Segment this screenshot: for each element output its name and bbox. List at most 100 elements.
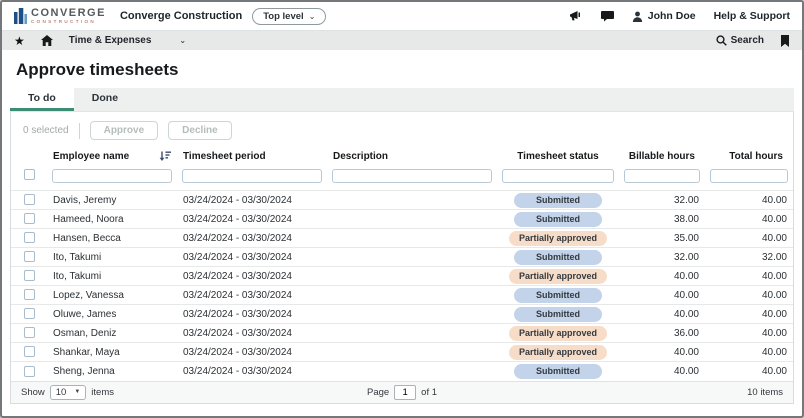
table-row[interactable]: Osman, Deniz 03/24/2024 - 03/30/2024 Par…: [11, 323, 793, 343]
selected-count: 0 selected: [23, 125, 69, 136]
tab-to-do[interactable]: To do: [10, 88, 74, 111]
column-description[interactable]: Description: [333, 151, 389, 162]
search-icon: [716, 35, 727, 46]
table-row[interactable]: Lopez, Vanessa 03/24/2024 - 03/30/2024 S…: [11, 285, 793, 305]
search-button[interactable]: Search: [716, 35, 764, 46]
total-hours-cell: 40.00: [761, 289, 787, 301]
action-bar: 0 selected Approve Decline: [11, 112, 793, 147]
status-badge: Partially approved: [508, 344, 608, 360]
column-billable-hours[interactable]: Billable hours: [628, 151, 695, 162]
status-badge: Submitted: [514, 287, 602, 303]
page-title: Approve timesheets: [16, 60, 179, 79]
filter-description-input[interactable]: [332, 169, 492, 183]
top-right-actions: John Doe Help & Support: [569, 10, 790, 22]
row-checkbox[interactable]: [23, 365, 35, 377]
home-icon: [40, 35, 53, 46]
scope-selector[interactable]: Top level ⌄: [252, 7, 327, 25]
messages-button[interactable]: [600, 10, 614, 22]
person-icon: [632, 11, 643, 22]
employee-name-cell: Sheng, Jenna: [53, 365, 115, 377]
home-button[interactable]: [40, 35, 53, 46]
page-number-input[interactable]: [394, 384, 417, 400]
timesheet-period-cell: 03/24/2024 - 03/30/2024: [183, 327, 292, 339]
column-total-hours[interactable]: Total hours: [729, 151, 783, 162]
table-row[interactable]: Hansen, Becca 03/24/2024 - 03/30/2024 Pa…: [11, 228, 793, 248]
timesheet-table: Employee name: [11, 147, 793, 381]
total-items-label: 10 items: [747, 386, 784, 398]
select-all-checkbox[interactable]: [23, 169, 35, 181]
decline-button[interactable]: Decline: [168, 121, 232, 140]
filter-total-hours-input[interactable]: [710, 169, 788, 183]
column-timesheet-status[interactable]: Timesheet status: [517, 151, 599, 162]
favorites-button[interactable]: ★: [14, 35, 25, 47]
building-logo-icon: [14, 8, 27, 24]
column-employee-name[interactable]: Employee name: [47, 147, 177, 164]
row-checkbox[interactable]: [23, 194, 35, 206]
billable-hours-cell: 36.00: [673, 327, 699, 339]
user-menu[interactable]: John Doe: [632, 10, 696, 22]
approve-button[interactable]: Approve: [89, 121, 159, 140]
total-hours-cell: 32.00: [761, 251, 787, 263]
filter-employee-name-input[interactable]: [52, 169, 172, 183]
row-checkbox[interactable]: [23, 308, 35, 320]
billable-hours-cell: 32.00: [673, 194, 699, 206]
brand-logo[interactable]: CONVERGE CONSTRUCTION: [14, 7, 106, 25]
description-cell: [327, 267, 497, 286]
nav-right: Search: [716, 34, 790, 47]
row-checkbox[interactable]: [23, 213, 35, 225]
table-row[interactable]: Davis, Jeremy 03/24/2024 - 03/30/2024 Su…: [11, 190, 793, 210]
chevron-down-icon: ⌄: [179, 36, 187, 45]
star-icon: ★: [14, 33, 25, 48]
filter-row: [11, 164, 793, 191]
company-name: Converge Construction: [119, 10, 243, 22]
table-row[interactable]: Sheng, Jenna 03/24/2024 - 03/30/2024 Sub…: [11, 361, 793, 381]
pagination-bar: Show 10 ▼ items Page of 1 10 items: [11, 380, 793, 403]
table-row[interactable]: Ito, Takumi 03/24/2024 - 03/30/2024 Subm…: [11, 247, 793, 267]
timesheet-period-cell: 03/24/2024 - 03/30/2024: [183, 194, 292, 206]
row-checkbox[interactable]: [23, 251, 35, 263]
column-timesheet-period[interactable]: Timesheet period: [183, 151, 266, 162]
filter-timesheet-status-input[interactable]: [502, 169, 614, 183]
items-label: items: [91, 386, 114, 398]
tab-done[interactable]: Done: [91, 92, 119, 104]
row-checkbox[interactable]: [23, 346, 35, 358]
timesheet-table-body: Davis, Jeremy 03/24/2024 - 03/30/2024 Su…: [11, 190, 793, 381]
nav-menu-time-expenses[interactable]: Time & Expenses ⌄: [69, 35, 186, 46]
sort-descending-icon: [159, 151, 171, 162]
timesheet-period-cell: 03/24/2024 - 03/30/2024: [183, 365, 292, 377]
timesheet-period-cell: 03/24/2024 - 03/30/2024: [183, 251, 292, 263]
description-cell: [327, 191, 497, 210]
total-hours-cell: 40.00: [761, 232, 787, 244]
employee-name-cell: Oluwe, James: [53, 308, 117, 320]
announcements-button[interactable]: [569, 10, 583, 22]
description-cell: [327, 210, 497, 229]
status-badge: Submitted: [514, 211, 602, 227]
row-checkbox[interactable]: [23, 327, 35, 339]
bookmark-icon: [780, 34, 790, 47]
checkbox-column-header: [11, 147, 47, 164]
description-cell: [327, 248, 497, 267]
table-row[interactable]: Hameed, Noora 03/24/2024 - 03/30/2024 Su…: [11, 209, 793, 229]
nav-bar: ★ Time & Expenses ⌄ Search: [2, 30, 802, 50]
description-cell: [327, 229, 497, 248]
row-checkbox[interactable]: [23, 289, 35, 301]
bookmark-button[interactable]: [780, 34, 790, 47]
status-badge: Partially approved: [508, 230, 608, 246]
status-badge: Submitted: [514, 192, 602, 208]
billable-hours-cell: 40.00: [673, 270, 699, 282]
timesheet-period-cell: 03/24/2024 - 03/30/2024: [183, 270, 292, 282]
status-badge: Partially approved: [508, 325, 608, 341]
row-checkbox[interactable]: [23, 232, 35, 244]
table-row[interactable]: Oluwe, James 03/24/2024 - 03/30/2024 Sub…: [11, 304, 793, 324]
table-row[interactable]: Shankar, Maya 03/24/2024 - 03/30/2024 Pa…: [11, 342, 793, 362]
table-row[interactable]: Ito, Takumi 03/24/2024 - 03/30/2024 Part…: [11, 266, 793, 286]
filter-timesheet-period-input[interactable]: [182, 169, 322, 183]
column-header-row: Employee name: [11, 147, 793, 164]
row-checkbox[interactable]: [23, 270, 35, 282]
total-hours-cell: 40.00: [761, 308, 787, 320]
page-size-select[interactable]: 10 ▼: [49, 384, 87, 400]
show-label: Show: [21, 386, 45, 398]
help-support-link[interactable]: Help & Support: [713, 10, 790, 22]
filter-billable-hours-input[interactable]: [624, 169, 700, 183]
